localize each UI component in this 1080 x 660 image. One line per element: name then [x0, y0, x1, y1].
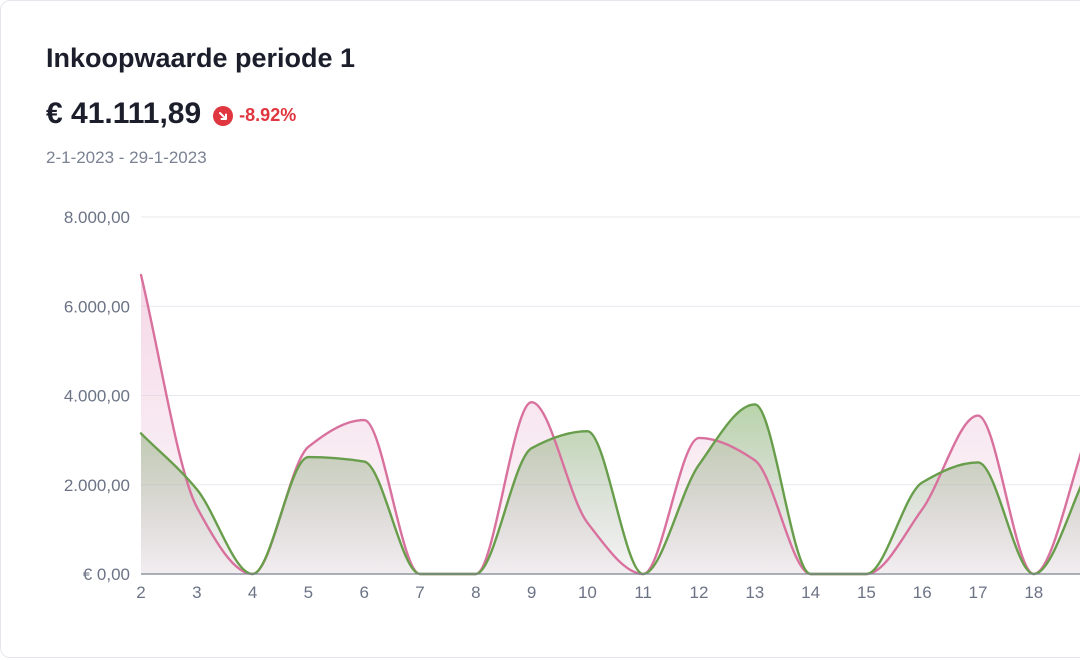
y-axis-labels: € 0,00 2.000,00 4.000,00 6.000,00 8.000,00	[64, 208, 130, 584]
x-tick-label: 2	[136, 583, 145, 602]
change-badge: -8.92%	[213, 105, 296, 126]
arrow-down-right-icon	[213, 105, 234, 126]
series-lines	[139, 273, 1080, 576]
x-tick-label: 7	[415, 583, 424, 602]
x-tick-label: 15	[857, 583, 876, 602]
series-areas	[141, 275, 1080, 574]
x-tick-label: 6	[359, 583, 368, 602]
total-value-row: € 41.111,89 -8.92%	[46, 97, 296, 131]
x-tick-label: 11	[634, 583, 652, 602]
y-tick-label: 2.000,00	[64, 476, 130, 495]
date-range: 2-1-2023 - 29-1-2023	[46, 148, 207, 167]
x-tick-label: 14	[801, 583, 820, 602]
x-tick-label: 12	[690, 583, 709, 602]
chart-title: Inkoopwaarde periode 1	[46, 43, 356, 73]
x-tick-label: 13	[745, 583, 764, 602]
series-2-line[interactable]	[139, 403, 1080, 576]
series-2-area	[141, 404, 1080, 574]
x-tick-label: 3	[192, 583, 201, 602]
grid-lines	[141, 216, 1080, 486]
y-tick-label: 6.000,00	[64, 297, 130, 316]
x-tick-label: 4	[248, 583, 257, 602]
y-tick-label: € 0,00	[83, 565, 130, 584]
x-tick-label: 16	[913, 583, 932, 602]
x-tick-label: 8	[471, 583, 480, 602]
change-percentage: -8.92%	[239, 105, 297, 125]
total-value: € 41.111,89	[46, 97, 202, 130]
x-tick-label: 18	[1024, 583, 1043, 602]
y-tick-label: 8.000,00	[64, 208, 130, 227]
y-tick-label: 4.000,00	[64, 387, 130, 406]
x-tick-label: 9	[527, 583, 536, 602]
x-tick-label: 10	[578, 583, 597, 602]
x-axis-labels: 2 3 4 5 6 7 8 9 10 11 12 13 14 15 16 17 18	[136, 583, 1043, 602]
x-tick-label: 5	[304, 583, 313, 602]
x-tick-label: 17	[969, 583, 988, 602]
